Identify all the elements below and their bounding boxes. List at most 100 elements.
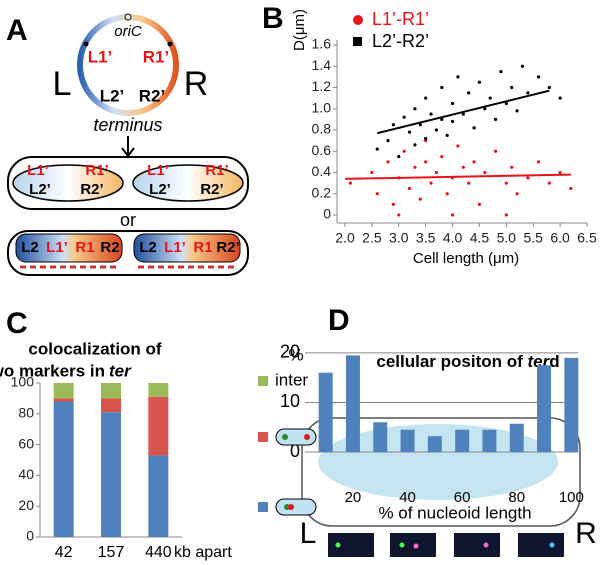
point: [472, 160, 476, 164]
x-tick-label: 5.5: [523, 230, 543, 246]
point: [504, 213, 508, 217]
point: [504, 181, 508, 185]
end-label: L: [300, 517, 317, 550]
bar: [427, 436, 442, 452]
y-tick-label: 0.8: [312, 121, 332, 137]
x-tick-label: 60: [454, 489, 471, 506]
point: [472, 126, 476, 130]
x-axis-label: kb apart: [174, 544, 232, 561]
bar: [482, 429, 497, 452]
micrograph: [328, 533, 374, 557]
trend-line: [377, 89, 550, 135]
locus-label: L1’: [88, 47, 113, 66]
point: [397, 154, 401, 159]
y-tick-label: 0.4: [312, 163, 332, 179]
locus-label: R1: [193, 239, 212, 256]
locus-label: R1: [75, 239, 94, 256]
micrograph: [454, 533, 500, 557]
x-axis-label: Cell length (μm): [413, 250, 519, 267]
x-tick-label: 100: [559, 489, 584, 506]
spot: [413, 543, 419, 549]
panel-label: D: [328, 304, 350, 337]
marker-dot: [167, 41, 173, 47]
x-tick-label: 20: [345, 489, 362, 506]
y-tick-label: 1.4: [312, 57, 332, 73]
marker-dot: [83, 41, 89, 47]
locus-label: R1’: [205, 162, 228, 179]
bar: [537, 365, 552, 452]
bar-segment: [101, 383, 121, 399]
point: [386, 160, 390, 164]
point: [450, 119, 455, 124]
y-tick-label: 0: [290, 441, 300, 461]
point: [445, 192, 449, 196]
point: [407, 130, 412, 134]
y-tick-label: 40: [18, 466, 34, 482]
locus-label: R2’: [80, 181, 103, 198]
cell-outline: [301, 417, 581, 527]
point: [434, 128, 439, 132]
chart-title: ter: [109, 361, 132, 380]
point: [348, 181, 352, 185]
point: [424, 136, 428, 141]
point: [547, 181, 551, 185]
point: [402, 115, 406, 119]
bar: [345, 355, 360, 452]
x-tick-label: 4.5: [470, 230, 490, 246]
nucleoid: [132, 164, 244, 202]
locus-label: R2’: [139, 86, 165, 105]
point: [424, 96, 428, 100]
bar-segment: [148, 455, 169, 537]
nucleoid: [133, 233, 241, 263]
bar: [509, 423, 524, 452]
point: [504, 101, 508, 106]
point: [456, 75, 460, 79]
point: [391, 202, 395, 206]
point: [402, 149, 406, 153]
point: [515, 192, 519, 196]
point: [526, 91, 530, 95]
y-tick-label: 1.2: [312, 78, 332, 94]
arm-label: R: [184, 65, 209, 103]
point: [483, 170, 487, 175]
y-tick-label: 0.6: [312, 142, 332, 158]
point: [510, 85, 514, 90]
x-tick-label: 3.0: [389, 230, 409, 246]
micrograph: [518, 533, 564, 557]
point: [440, 117, 444, 121]
point: [450, 101, 455, 106]
locus-label: R1’: [85, 162, 108, 179]
y-axis-label: D(μm): [291, 9, 308, 51]
legend-swatch: [258, 376, 268, 386]
ori-label: oriC: [114, 23, 142, 40]
point: [477, 202, 482, 206]
legend-icon: [275, 428, 317, 446]
locus-label: L2: [21, 239, 39, 256]
y-tick-label: 1.6: [312, 36, 332, 52]
bar-segment: [53, 383, 74, 399]
y-tick-label: 0: [26, 528, 34, 544]
x-tick-label: 80: [508, 489, 525, 506]
bar: [564, 357, 579, 452]
x-tick-label: 3.5: [416, 230, 436, 246]
terminus-label: terminus: [93, 115, 162, 135]
arm-label: L: [53, 65, 72, 103]
nucleoid: [15, 233, 123, 263]
point: [413, 143, 417, 147]
point: [407, 186, 412, 191]
x-tick-label: 157: [98, 544, 125, 561]
point: [375, 147, 379, 151]
legend-icon-dot: [282, 434, 288, 440]
point: [515, 109, 519, 113]
bar-segment: [101, 412, 121, 537]
legend-label: inter: [275, 370, 308, 389]
point: [547, 85, 551, 90]
locus-label: R2’: [216, 239, 239, 256]
x-tick-label: 6.0: [550, 230, 570, 246]
legend-icon-dot: [288, 504, 294, 510]
point: [483, 107, 487, 111]
bar-segment: [53, 398, 74, 402]
spot: [549, 542, 555, 548]
locus-label: L2’: [29, 181, 51, 198]
